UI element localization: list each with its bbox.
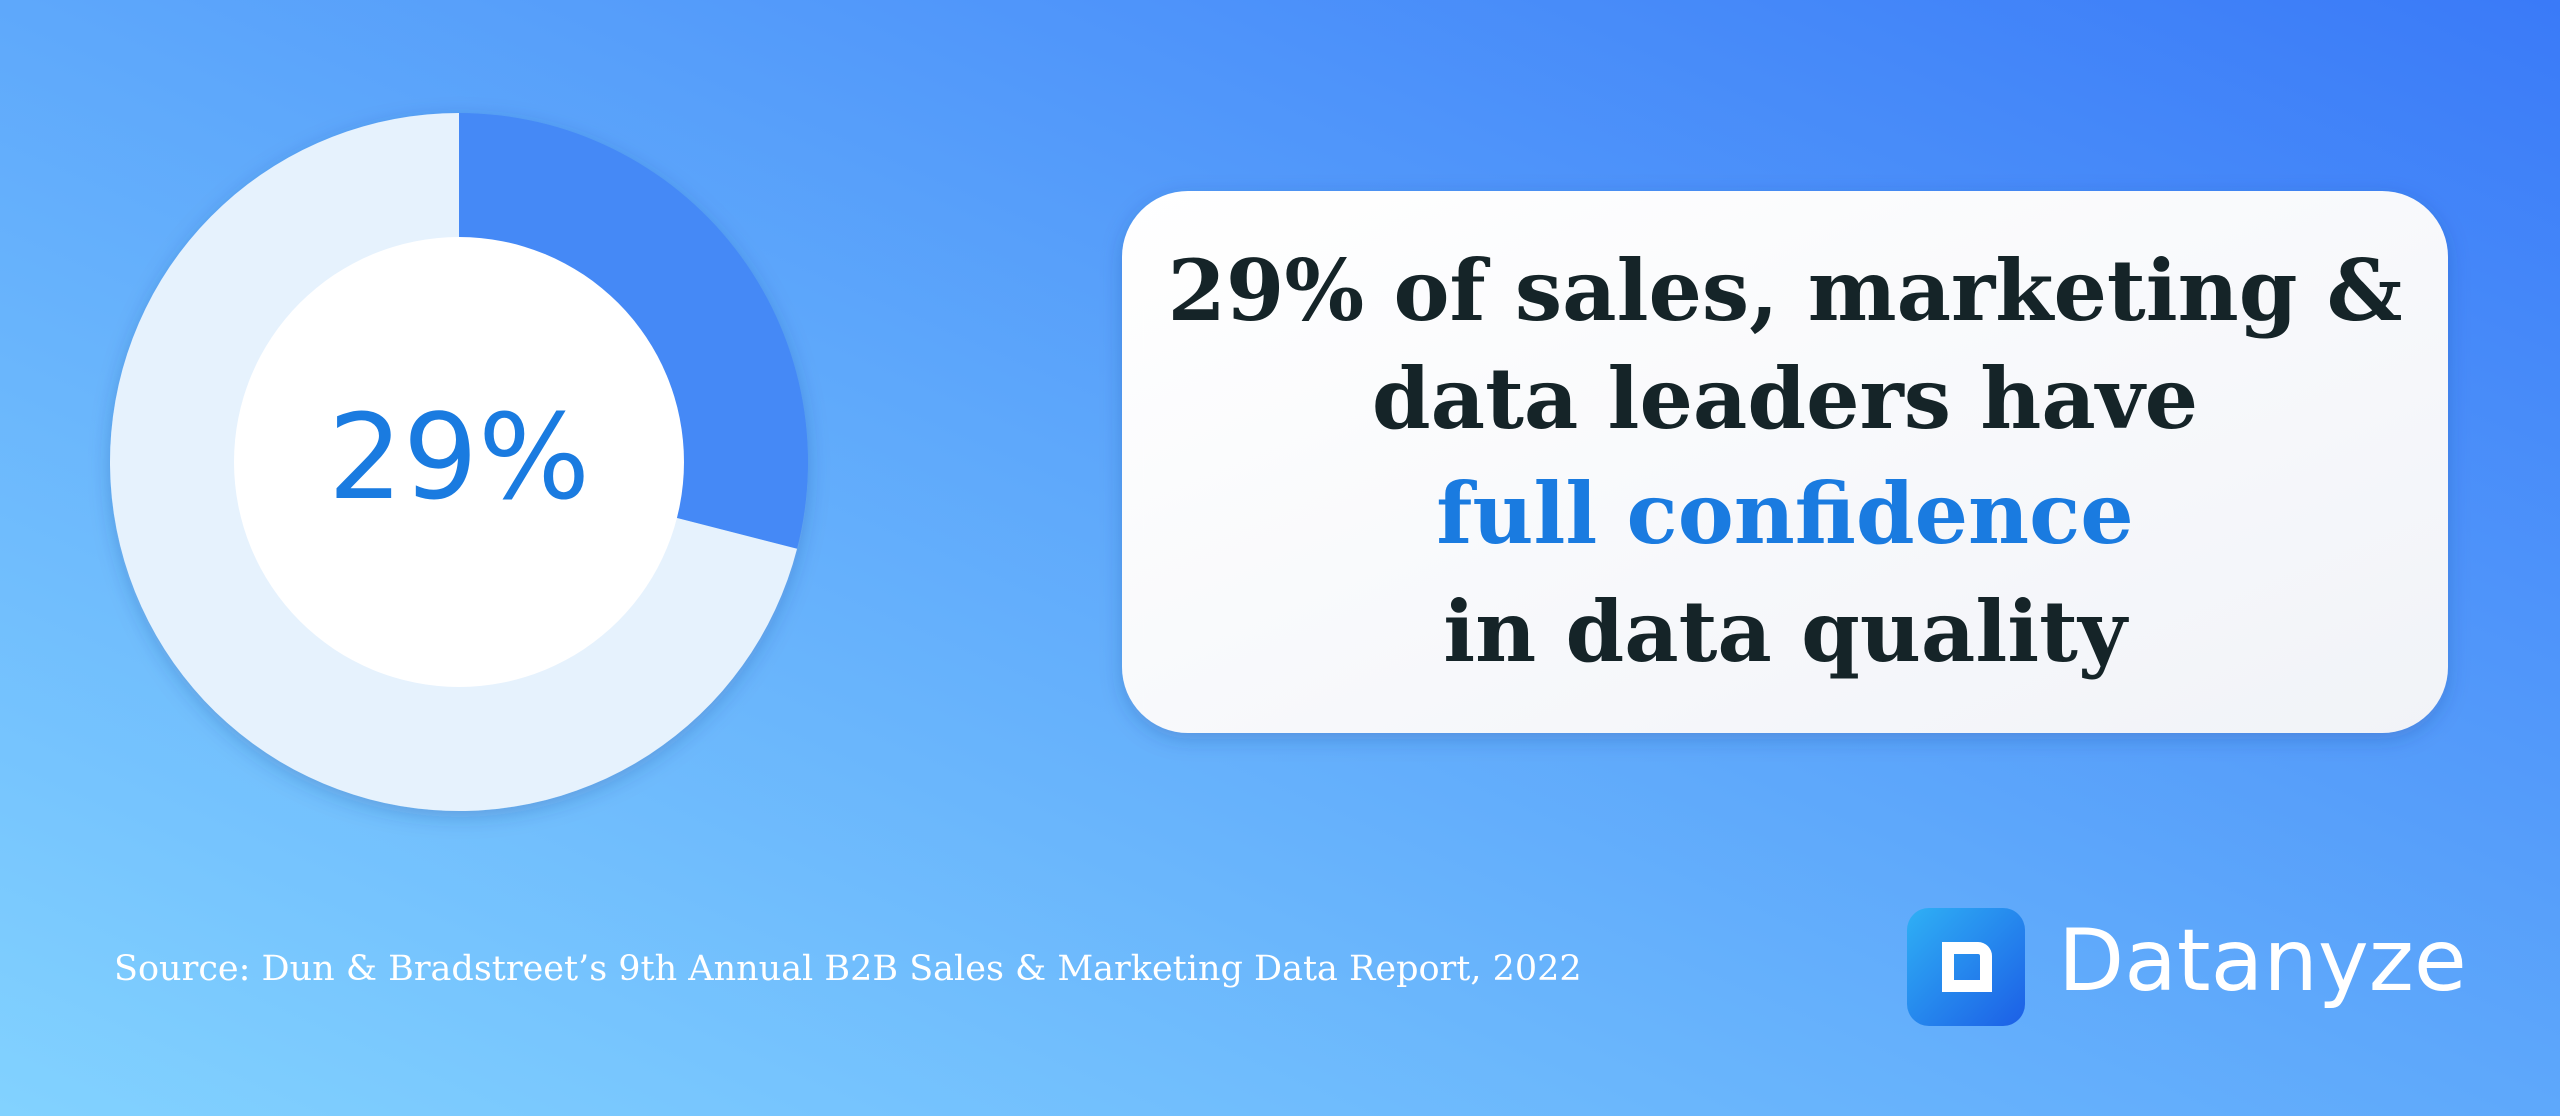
callout-text: 29% of sales, marketing & data leaders h… — [1167, 241, 2402, 681]
callout-line: 29% of sales, marketing & — [1167, 241, 2402, 340]
logo-text: Datanyze — [2058, 911, 2467, 1011]
logo-glyph — [1942, 942, 1992, 992]
donut-hole — [234, 237, 684, 687]
callout-box — [1122, 191, 2448, 733]
logo-icon — [1907, 908, 2025, 1026]
callout-line: data leaders have — [1372, 349, 2198, 448]
callout-highlight: full confidence — [1436, 464, 2133, 563]
logo-square — [1907, 908, 2025, 1026]
source: Source: Dun & Bradstreet’s 9th Annual B2… — [114, 949, 1582, 989]
callout-line: in data quality — [1443, 582, 2129, 681]
center-label: 29% — [328, 388, 590, 526]
